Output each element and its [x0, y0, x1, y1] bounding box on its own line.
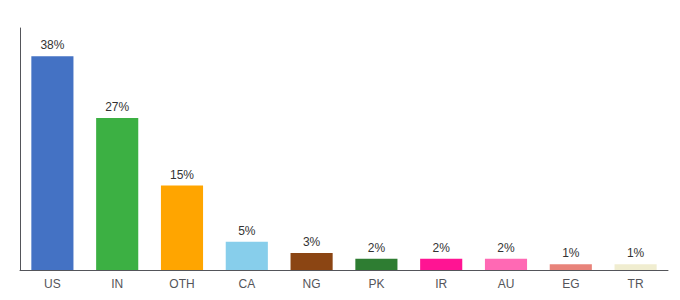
svg-text:IN: IN [111, 277, 123, 291]
svg-text:NG: NG [303, 277, 321, 291]
svg-text:IR: IR [435, 277, 447, 291]
svg-text:27%: 27% [105, 100, 129, 114]
svg-text:5%: 5% [238, 224, 256, 238]
svg-text:38%: 38% [40, 38, 64, 52]
svg-text:TR: TR [628, 277, 644, 291]
svg-text:OTH: OTH [169, 277, 194, 291]
svg-text:2%: 2% [433, 241, 451, 255]
svg-text:CA: CA [238, 277, 255, 291]
svg-text:3%: 3% [303, 235, 321, 249]
svg-text:EG: EG [562, 277, 579, 291]
svg-text:AU: AU [498, 277, 515, 291]
svg-text:15%: 15% [170, 168, 194, 182]
svg-text:2%: 2% [368, 241, 386, 255]
svg-text:1%: 1% [562, 246, 580, 260]
svg-text:1%: 1% [627, 246, 645, 260]
svg-text:2%: 2% [497, 241, 515, 255]
svg-text:PK: PK [368, 277, 384, 291]
svg-text:US: US [44, 277, 61, 291]
